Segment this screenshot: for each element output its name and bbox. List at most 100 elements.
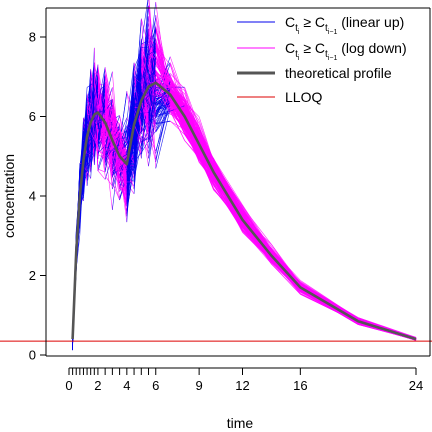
simulated-segment	[94, 72, 98, 75]
simulated-segment	[119, 180, 127, 183]
simulated-segment	[184, 122, 200, 152]
simulated-segment	[155, 98, 171, 122]
simulated-segment	[198, 148, 214, 186]
simulated-segment	[140, 67, 149, 141]
simulated-segment	[213, 174, 243, 227]
simulated-segment	[126, 62, 135, 122]
simulated-segment	[119, 149, 128, 158]
simulated-segment	[86, 129, 91, 167]
simulated-segment	[112, 162, 120, 178]
simulated-segment	[83, 106, 88, 153]
simulated-segment	[141, 104, 149, 121]
simulated-segment	[133, 131, 142, 141]
simulated-segment	[148, 57, 157, 124]
legend-label-part: i−1	[328, 55, 338, 62]
simulated-segment	[112, 128, 120, 134]
legend-label-part: ≥ C	[299, 40, 325, 56]
simulated-segment	[169, 56, 185, 99]
simulated-segment	[94, 134, 99, 145]
simulated-segment	[148, 84, 157, 139]
simulated-segment	[213, 184, 243, 231]
legend-label-part: t	[295, 23, 298, 34]
simulated-segment	[169, 88, 185, 111]
simulated-segment	[271, 249, 301, 283]
simulated-segment	[242, 230, 272, 261]
simulated-segment	[83, 93, 88, 149]
x-tick-label: 9	[196, 378, 203, 393]
legend-label: theoretical profile	[285, 65, 392, 81]
simulated-segment	[86, 93, 91, 120]
simulated-segment	[97, 168, 106, 173]
simulated-segment	[97, 147, 106, 162]
simulated-segment	[104, 141, 113, 169]
simulated-segment	[141, 136, 149, 154]
simulated-segment	[169, 73, 185, 90]
x-tick-label: 16	[293, 378, 307, 393]
simulated-segment	[141, 57, 149, 78]
simulated-segment	[94, 83, 99, 105]
x-tick-label: 2	[94, 378, 101, 393]
simulated-segment	[300, 293, 359, 323]
legend-label-part: i	[298, 29, 300, 36]
simulated-segment	[213, 161, 243, 210]
simulated-segment	[86, 153, 91, 172]
simulated-segment	[155, 82, 171, 119]
simulated-segment	[133, 44, 142, 81]
simulated-segment	[184, 100, 200, 133]
simulated-segment	[170, 121, 185, 130]
simulated-segment	[184, 105, 200, 134]
simulated-segment	[140, 99, 149, 137]
y-tick-label: 2	[29, 268, 36, 283]
simulated-segment	[140, 20, 149, 98]
simulated-segment	[155, 50, 171, 105]
simulated-segment	[271, 263, 301, 295]
simulated-segment	[126, 99, 135, 145]
simulated-segment	[126, 80, 135, 138]
simulated-segment	[242, 209, 272, 253]
y-tick-label: 0	[29, 348, 36, 363]
simulated-segment	[119, 167, 128, 223]
simulated-segment	[169, 77, 185, 99]
x-tick-label: 12	[235, 378, 249, 393]
simulated-segment	[97, 101, 106, 145]
simulated-segment	[184, 140, 200, 157]
simulated-segment	[170, 88, 185, 102]
simulated-segment	[112, 101, 120, 146]
simulated-segment	[119, 115, 128, 159]
simulated-segment	[155, 63, 171, 105]
simulated-segment	[155, 27, 171, 97]
simulated-segment	[155, 108, 171, 169]
simulated-segment	[112, 123, 120, 145]
legend-label-part: (linear up)	[337, 14, 404, 30]
simulated-segment	[141, 140, 149, 153]
simulated-segment	[300, 284, 359, 319]
simulated-segment	[90, 131, 95, 141]
simulated-segment	[358, 317, 417, 338]
simulated-segment	[90, 83, 95, 113]
simulated-segment	[148, 95, 157, 123]
simulated-segment	[213, 158, 243, 206]
legend: Cti ≥ Cti−1 (linear up)Cti ≥ Cti−1 (log …	[237, 14, 407, 105]
simulated-segment	[119, 161, 128, 215]
y-tick-label: 6	[29, 109, 36, 124]
simulated-segment	[271, 261, 301, 290]
simulated-segment	[155, 70, 171, 102]
simulated-segment	[94, 138, 99, 154]
simulated-segment	[148, 49, 157, 61]
simulated-segment	[119, 116, 128, 145]
simulated-segment	[104, 75, 113, 124]
simulated-segment	[112, 172, 120, 185]
simulated-segment	[300, 285, 359, 320]
simulated-segment	[155, 95, 171, 99]
simulated-segment	[104, 125, 113, 176]
simulated-segment	[358, 318, 417, 338]
simulated-segment	[83, 150, 88, 181]
simulated-segment	[184, 110, 200, 141]
simulated-segment	[242, 224, 272, 260]
simulated-segment	[184, 97, 200, 124]
simulated-segment	[97, 170, 106, 180]
simulated-segment	[169, 87, 185, 106]
